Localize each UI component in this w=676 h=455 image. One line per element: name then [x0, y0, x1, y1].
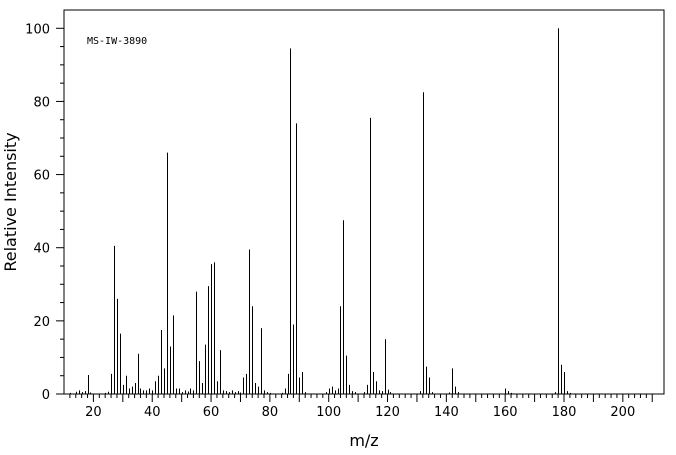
spectrum-peaks — [70, 28, 571, 394]
plot-frame — [63, 9, 665, 395]
y-tick-label: 80 — [33, 95, 50, 110]
y-tick-label: 20 — [33, 315, 50, 330]
x-tick-label: 100 — [316, 405, 341, 420]
x-axis-title: m/z — [349, 431, 378, 450]
x-tick-label: 60 — [203, 405, 220, 420]
y-tick-label: 60 — [33, 169, 50, 184]
x-tick-label: 20 — [85, 405, 102, 420]
x-tick-label: 180 — [552, 405, 577, 420]
y-tick-label: 40 — [33, 242, 50, 257]
x-tick-label: 80 — [262, 405, 279, 420]
x-tick-label: 160 — [493, 405, 518, 420]
y-tick-label: 0 — [42, 388, 50, 403]
y-axis-ticks: 0 20 40 60 80 100 — [25, 22, 64, 403]
y-axis-title: Relative Intensity — [1, 132, 20, 271]
x-tick-label: 200 — [610, 405, 635, 420]
spectrum-annotation: MS-IW-3890 — [87, 36, 147, 47]
x-axis-ticks: 20 40 60 80 100 120 140 160 180 200 — [69, 394, 653, 420]
x-tick-label: 140 — [434, 405, 459, 420]
x-tick-label: 40 — [144, 405, 161, 420]
x-tick-label: 120 — [375, 405, 400, 420]
y-tick-label: 100 — [25, 22, 50, 37]
